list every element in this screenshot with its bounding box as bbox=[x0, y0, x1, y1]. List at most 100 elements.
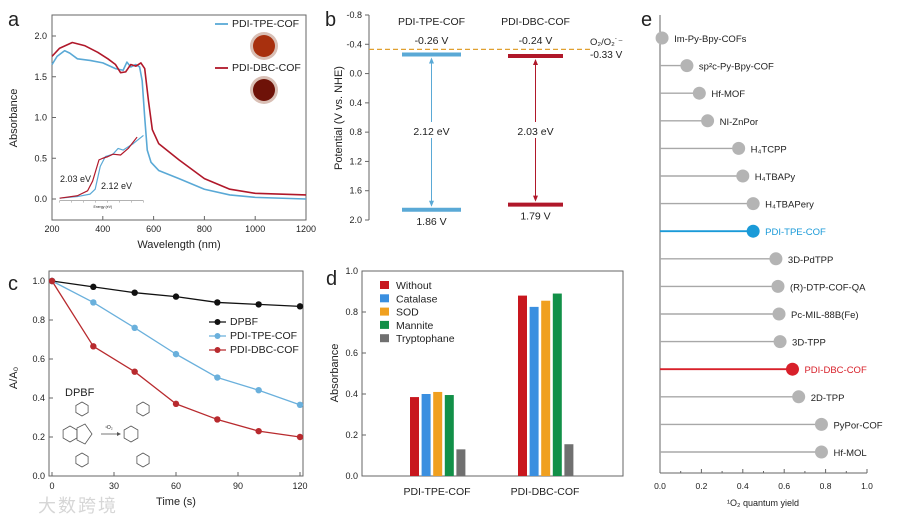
x-tick-label: 0.0 bbox=[654, 481, 666, 491]
cb-label-1: -0.24 V bbox=[519, 35, 553, 47]
data-point-0 bbox=[131, 289, 138, 296]
legend-label-3: Mannite bbox=[396, 320, 434, 332]
gap-label-bg bbox=[511, 122, 560, 138]
x-tick-label: 0.2 bbox=[695, 481, 707, 491]
lollipop-dot bbox=[814, 445, 828, 459]
data-point-2 bbox=[48, 277, 56, 285]
lollipop-dot bbox=[769, 252, 783, 266]
data-point-1 bbox=[296, 401, 304, 409]
vb-label-0: 1.86 V bbox=[416, 216, 446, 228]
data-point-1 bbox=[90, 299, 97, 306]
legend-swatch-1 bbox=[380, 294, 389, 303]
y-tick-label: 0.4 bbox=[32, 393, 45, 403]
x-tick-label: 200 bbox=[44, 224, 59, 234]
phenyl-ring bbox=[136, 401, 150, 417]
x-tick-label: 1000 bbox=[245, 224, 265, 234]
lollipop-label: 3D-PdTPP bbox=[788, 255, 833, 266]
lollipop-dot bbox=[814, 417, 828, 431]
y-tick-label: 0.8 bbox=[345, 307, 358, 317]
y-tick-label: 0.8 bbox=[32, 315, 45, 325]
lollipop-dot bbox=[746, 224, 760, 238]
spectrum-line-0 bbox=[51, 49, 307, 200]
y-tick-label: 0.4 bbox=[349, 98, 362, 108]
plot-frame bbox=[361, 270, 624, 477]
x-axis-label: Wavelength (nm) bbox=[137, 239, 220, 251]
phenyl-ring bbox=[136, 452, 150, 468]
y-tick-label: 0.6 bbox=[345, 348, 358, 358]
watermark: 大数跨境 bbox=[38, 496, 118, 516]
data-point-2 bbox=[214, 416, 221, 423]
y-tick-label: 1.5 bbox=[34, 72, 47, 82]
lollipop-label: Hf-MOF bbox=[711, 89, 745, 100]
panel-e-quantum-yield: 0.0 0.2 0.4 0.6 0.8 1.0 ¹O₂ quantum yield Im-Py… bbox=[654, 15, 883, 508]
bar-tryptophane bbox=[456, 449, 466, 476]
legend-marker-0 bbox=[214, 319, 221, 325]
x-tick-label: 120 bbox=[292, 481, 307, 491]
arrow-head-down-0 bbox=[429, 200, 434, 207]
y-tick-label: 0.4 bbox=[345, 389, 358, 399]
scheme-title: DPBF bbox=[65, 387, 95, 399]
lollipop-label: H₄TBAPery bbox=[765, 200, 814, 211]
y-tick-label: 1.0 bbox=[34, 113, 47, 123]
lollipop-label: PyPor-COF bbox=[833, 420, 882, 431]
dpbf-structure-icon bbox=[62, 401, 150, 468]
lollipop-label: PDI-DBC-COF bbox=[804, 365, 866, 376]
inset-annotation-2.12: 2.12 eV bbox=[101, 181, 132, 191]
legend-swatch-0 bbox=[380, 281, 389, 289]
lollipop-dot bbox=[680, 59, 694, 73]
gap-label-bg bbox=[407, 122, 456, 138]
y-axis-label: A/A₀ bbox=[8, 367, 20, 389]
x-tick-label: 30 bbox=[109, 481, 119, 491]
y-tick-label: -0.8 bbox=[346, 10, 362, 20]
lollipop-dot bbox=[732, 141, 746, 155]
x-tick-label: 1200 bbox=[296, 224, 316, 234]
gap-label-1: 2.03 eV bbox=[517, 126, 553, 138]
y-tick-label: 1.0 bbox=[32, 276, 45, 286]
sample-photo bbox=[253, 79, 275, 101]
y-tick-label: 0.2 bbox=[32, 432, 45, 442]
lollipop-dot bbox=[655, 31, 669, 45]
y-tick-label: 2.0 bbox=[34, 31, 47, 41]
data-point-2 bbox=[90, 343, 97, 350]
legend-label-2: PDI-DBC-COF bbox=[230, 344, 299, 356]
cb-label-0: -0.26 V bbox=[415, 35, 449, 47]
y-tick-label: 0.0 bbox=[34, 194, 47, 204]
lollipop-dot bbox=[746, 197, 760, 211]
panel-label-e: e bbox=[641, 9, 652, 31]
data-point-2 bbox=[131, 368, 138, 375]
lollipop-label: sp²c-Py-Bpy-COF bbox=[699, 62, 774, 73]
x-tick-label: 60 bbox=[171, 481, 181, 491]
inset-tauc-line-1 bbox=[59, 136, 138, 199]
vb-label-1: 1.79 V bbox=[520, 211, 550, 223]
x-tick-label: 1.0 bbox=[861, 481, 873, 491]
y-tick-label: 1.2 bbox=[349, 156, 362, 166]
legend-swatch-2 bbox=[380, 307, 389, 316]
lollipop-dot bbox=[772, 307, 786, 321]
lollipop-dot bbox=[771, 279, 785, 293]
sample-photo bbox=[253, 35, 275, 57]
x-tick-label: 0.6 bbox=[778, 481, 790, 491]
y-tick-label: 0.0 bbox=[345, 471, 358, 481]
data-point-1 bbox=[131, 324, 138, 331]
category-label-0: PDI-TPE-COF bbox=[403, 486, 470, 498]
lollipop-label: (R)-DTP-COF-QA bbox=[790, 282, 866, 293]
bar-without bbox=[518, 295, 527, 476]
lollipop-dot bbox=[692, 86, 706, 100]
bar-tryptophane bbox=[564, 444, 574, 476]
x-tick-label: 400 bbox=[95, 224, 110, 234]
phenyl-ring bbox=[75, 452, 89, 468]
legend-marker-2 bbox=[214, 347, 221, 353]
legend-label-1: PDI-DBC-COF bbox=[232, 62, 301, 74]
legend-label-1: Catalase bbox=[396, 293, 438, 305]
panel-label-d: d bbox=[326, 268, 337, 290]
legend-swatch-4 bbox=[380, 334, 389, 343]
benzene-ring bbox=[62, 425, 78, 443]
lollipop-label: NI-ZnPor bbox=[720, 117, 759, 128]
x-tick-label: 0.8 bbox=[820, 481, 832, 491]
lollipop-dot bbox=[792, 390, 806, 404]
bar-without bbox=[410, 397, 419, 476]
lollipop-dot bbox=[785, 362, 799, 376]
data-point-0 bbox=[255, 301, 262, 308]
panel-a-uv-vis: 0.0 0.5 1.0 1.5 2.0 200 400 600 800 1000 1200 Wavel… bbox=[8, 14, 316, 251]
bar-sod bbox=[541, 300, 551, 476]
